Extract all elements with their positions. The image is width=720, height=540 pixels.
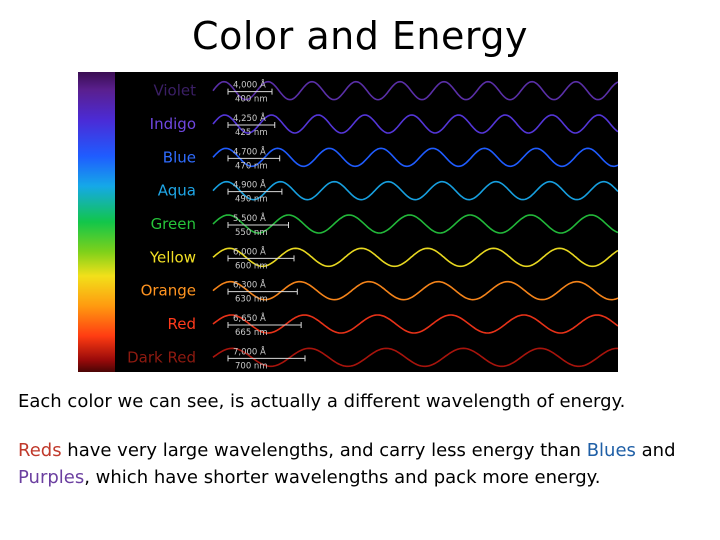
nm-label-green: 550 nm	[235, 228, 268, 238]
purples-word: Purples	[18, 467, 85, 488]
body-line-2: Reds have very large wavelengths, and ca…	[18, 437, 708, 491]
nm-label-orange: 630 nm	[235, 295, 268, 305]
band-label-red: Red	[168, 315, 197, 333]
band-label-aqua: Aqua	[158, 182, 196, 200]
nm-label-red: 665 nm	[235, 328, 268, 338]
angstrom-label-orange: 6,300 Å	[233, 279, 266, 291]
nm-label-blue: 470 nm	[235, 161, 268, 171]
body-line-2-part-3: , which have shorter wavelengths and pac…	[84, 467, 601, 488]
band-label-blue: Blue	[163, 148, 196, 166]
wave-violet	[212, 80, 618, 101]
band-label-violet: Violet	[153, 82, 196, 100]
wave-aqua	[212, 180, 618, 201]
band-label-indigo: Indigo	[150, 115, 196, 133]
angstrom-label-indigo: 4,250 Å	[233, 112, 266, 124]
angstrom-label-yellow: 6,000 Å	[233, 245, 266, 257]
nm-label-yellow: 600 nm	[235, 261, 268, 271]
body-text: Each color we can see, is actually a dif…	[18, 388, 708, 491]
body-line-2-part-2: and	[635, 440, 676, 461]
band-label-dark-red: Dark Red	[127, 348, 196, 366]
wave-red	[212, 314, 618, 334]
angstrom-label-violet: 4,000 Å	[233, 79, 266, 91]
wave-indigo	[212, 114, 618, 134]
waves-diagram: Violet 4,000 Å 400 nm Indigo 4,250 Å 425 nm Bl…	[127, 79, 618, 371]
angstrom-label-blue: 4,700 Å	[233, 145, 266, 157]
body-line-1: Each color we can see, is actually a dif…	[18, 391, 626, 412]
nm-label-indigo: 425 nm	[235, 128, 268, 138]
wave-dark-red	[212, 347, 618, 368]
angstrom-label-red: 6,650 Å	[233, 312, 266, 324]
slide-title: Color and Energy	[192, 14, 528, 58]
wave-green	[212, 214, 618, 234]
spectrum-gradient-strip	[78, 72, 115, 372]
angstrom-label-green: 5,500 Å	[233, 212, 266, 224]
wave-orange	[212, 280, 618, 301]
reds-word: Reds	[18, 440, 62, 461]
nm-label-violet: 400 nm	[235, 95, 268, 105]
wave-blue	[212, 147, 618, 168]
spectrum-figure: Violet 4,000 Å 400 nm Indigo 4,250 Å 425 nm Bl…	[78, 72, 618, 372]
band-label-green: Green	[151, 215, 196, 233]
nm-label-dark-red: 700 nm	[235, 361, 268, 371]
band-label-orange: Orange	[141, 282, 196, 300]
angstrom-label-aqua: 4,900 Å	[233, 179, 266, 191]
nm-label-aqua: 490 nm	[235, 195, 268, 205]
blues-word: Blues	[586, 440, 636, 461]
wave-yellow	[212, 247, 618, 268]
body-line-2-part-1: have very large wavelengths, and carry l…	[61, 440, 587, 461]
angstrom-label-dark-red: 7,000 Å	[233, 345, 266, 357]
band-label-yellow: Yellow	[149, 248, 196, 266]
